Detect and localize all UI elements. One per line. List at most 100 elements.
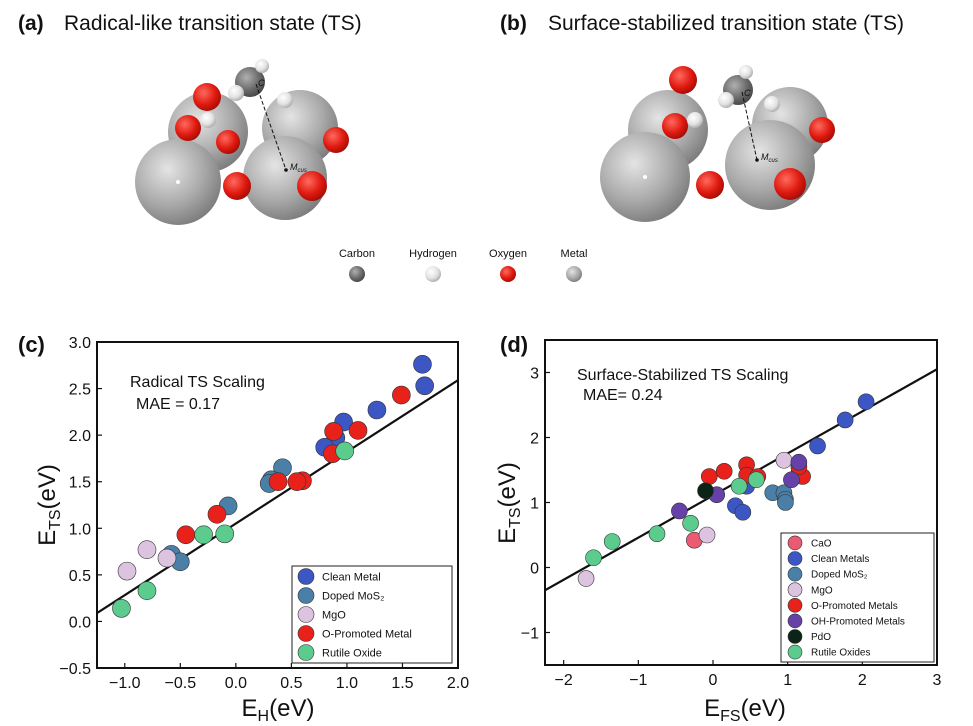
- label-unit: (eV): [34, 464, 61, 509]
- label-main: E: [242, 695, 258, 722]
- legend-swatch: [297, 587, 315, 604]
- atom-swatch: [566, 266, 582, 282]
- y-tick-label: 2: [530, 431, 539, 448]
- scatter-point: [215, 524, 235, 544]
- plot-area: [97, 355, 458, 618]
- scatter-point: [112, 599, 131, 618]
- annotation: Radical TS Scaling: [130, 374, 265, 391]
- scatter-point: [603, 533, 621, 550]
- legend-swatch: [787, 613, 803, 629]
- panel-title: Radical-like transition state (TS): [64, 12, 362, 35]
- x-tick-label: 1.5: [391, 675, 413, 692]
- scatter-point: [809, 437, 826, 455]
- plot-frame: [96, 341, 459, 669]
- scatter-point: [324, 422, 343, 441]
- legend-swatch: [787, 597, 803, 613]
- legend-box: [780, 532, 935, 663]
- scatter-point: [697, 482, 714, 500]
- scatter-point: [682, 514, 699, 532]
- fit-line: [97, 379, 458, 614]
- legend-label: Doped MoS₂: [811, 570, 868, 581]
- scatter-point: [715, 462, 733, 480]
- legend-label: OH-Promoted Metals: [811, 617, 905, 628]
- legend-label: Clean Metal: [322, 571, 381, 583]
- scatter-point: [176, 525, 196, 545]
- atom-label: Mcus: [761, 152, 778, 164]
- legend-swatch: [297, 625, 315, 642]
- scatter-point: [348, 421, 368, 440]
- label-unit: (eV): [494, 462, 521, 507]
- atom-label: C: [258, 78, 265, 88]
- legend-swatch: [787, 566, 803, 582]
- legend-swatch: [787, 535, 803, 551]
- x-axis-label: EH(eV): [242, 695, 315, 725]
- scatter-point: [577, 570, 595, 587]
- legend-swatch: [297, 568, 315, 585]
- legend-swatch: [787, 582, 803, 598]
- scatter-point: [367, 400, 387, 420]
- scatter-point: [268, 472, 288, 492]
- label-main: E: [34, 530, 61, 546]
- x-tick-label: −1: [629, 672, 647, 689]
- scatter-point: [836, 411, 854, 429]
- y-tick-label: 0.5: [69, 568, 91, 585]
- y-tick-label: 3.0: [69, 335, 91, 352]
- panel-letter: (b): [500, 12, 527, 35]
- y-axis-label: ETS(eV): [494, 462, 524, 544]
- label-unit: (eV): [741, 695, 786, 722]
- plot-area: [545, 368, 937, 592]
- scatter-point: [748, 471, 765, 489]
- annotation: Surface-Stabilized TS Scaling: [577, 367, 788, 384]
- atom-legend-label: Metal: [561, 248, 588, 260]
- scatter-point: [585, 549, 602, 567]
- molecule-b: [600, 65, 835, 222]
- label-main: E: [494, 528, 521, 544]
- label-main: E: [704, 695, 720, 722]
- x-tick-label: −2: [555, 672, 573, 689]
- x-tick-label: 0.5: [280, 675, 302, 692]
- x-axis-label: EFS(eV): [704, 695, 786, 725]
- annotation: MAE= 0.24: [583, 387, 663, 404]
- scatter-point: [415, 376, 434, 396]
- panel-letter: (a): [18, 12, 44, 35]
- annotation: MAE = 0.17: [136, 396, 220, 413]
- x-tick-label: −1.0: [109, 675, 141, 692]
- atom-legend-label: Hydrogen: [409, 248, 457, 260]
- scatter-point: [671, 502, 688, 520]
- x-tick-label: 1.0: [336, 675, 358, 692]
- y-tick-label: 0: [530, 561, 539, 578]
- legend-label: O-Promoted Metals: [811, 601, 898, 612]
- scatter-point: [775, 451, 793, 469]
- y-tick-label: 0.0: [69, 614, 91, 631]
- legend-label: MgO: [811, 585, 833, 596]
- atom-legend-label: Carbon: [339, 248, 375, 260]
- scatter-point: [777, 494, 794, 511]
- legend-swatch: [297, 644, 315, 661]
- legend-box: [291, 565, 453, 664]
- legend-label: PdO: [811, 632, 831, 643]
- y-tick-label: −1: [521, 626, 539, 643]
- scatter-point: [857, 393, 875, 411]
- y-tick-label: 2.0: [69, 428, 91, 445]
- label-sub: FS: [720, 708, 740, 725]
- legend: CaO Clean Metals Doped MoS₂ MgO O-Promoted M…: [780, 532, 935, 663]
- panel-letter: (c): [18, 332, 45, 357]
- scatter-point: [783, 471, 800, 489]
- scatter-point: [137, 581, 157, 600]
- scatter-point: [648, 525, 666, 543]
- legend-label: O-Promoted Metal: [322, 628, 412, 640]
- x-tick-label: 2.0: [447, 675, 469, 692]
- x-tick-label: 2: [858, 672, 867, 689]
- chart-panel: (d) −2 −1 0 1 2 3 −1 0 1 2 3 Surface-Stabilized TS S…: [494, 332, 942, 725]
- scatter-point: [790, 453, 808, 471]
- atom-swatch: [500, 266, 516, 282]
- panel-title: Surface-stabilized transition state (TS): [548, 12, 904, 35]
- scatter-point: [137, 540, 157, 560]
- y-tick-label: 1.5: [69, 475, 91, 492]
- x-tick-label: −0.5: [165, 675, 197, 692]
- scatter-point: [194, 525, 213, 545]
- legend-label: Rutile Oxide: [322, 647, 382, 659]
- scatter-point: [287, 472, 307, 492]
- x-tick-label: 3: [933, 672, 942, 689]
